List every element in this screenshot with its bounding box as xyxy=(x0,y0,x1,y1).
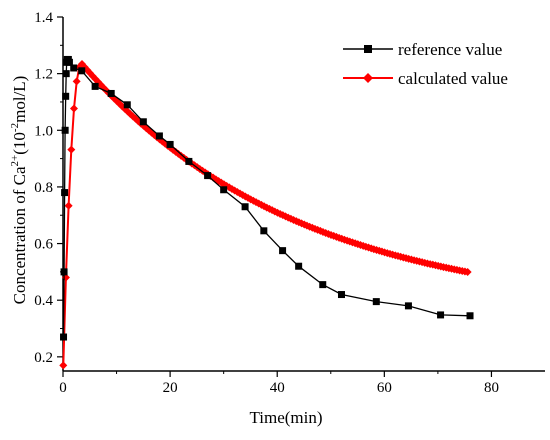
reference-value-point xyxy=(78,67,86,75)
reference-value-point xyxy=(62,92,70,100)
legend-label-reference: reference value xyxy=(398,40,502,59)
x-axis-ticks: 0 20 40 60 80 xyxy=(59,371,499,396)
calculated-value-point xyxy=(249,196,258,205)
x-tick-label: 40 xyxy=(270,380,285,396)
reference-value-point xyxy=(204,172,212,180)
x-tick-label: 0 xyxy=(59,380,67,396)
reference-value-point xyxy=(60,333,68,341)
reference-value-point xyxy=(295,262,303,270)
reference-value-point xyxy=(279,247,287,255)
y-tick-label: 1.0 xyxy=(34,123,53,139)
y-tick-label: 1.2 xyxy=(34,67,53,83)
reference-value-point xyxy=(70,64,78,72)
reference-value-point xyxy=(61,126,69,134)
y-tick-label: 0.2 xyxy=(34,350,53,366)
reference-value-point xyxy=(372,298,380,306)
reference-value-point xyxy=(91,82,99,90)
reference-value-point xyxy=(62,70,70,78)
y-tick-label: 0.4 xyxy=(34,293,53,309)
y-axis-ticks: 0.2 0.4 0.6 0.8 1.0 1.2 1.4 xyxy=(34,10,63,366)
reference-value-point xyxy=(107,89,115,97)
x-axis-label: Time(min) xyxy=(249,408,322,427)
reference-value-point xyxy=(185,157,193,165)
reference-value-point xyxy=(337,291,345,299)
reference-value-point xyxy=(65,58,73,66)
legend-entry-reference: reference value xyxy=(343,40,502,59)
x-tick-label: 20 xyxy=(163,380,178,396)
reference-value-point xyxy=(155,132,163,140)
reference-value-point xyxy=(139,118,147,126)
x-tick-label: 80 xyxy=(484,380,499,396)
reference-value-line xyxy=(62,58,471,338)
reference-value-point xyxy=(61,189,69,197)
calculated-value-point xyxy=(69,104,78,113)
reference-value-point xyxy=(466,312,474,320)
reference-value-point xyxy=(319,281,327,289)
calculated-value-point xyxy=(67,145,76,154)
reference-value-point xyxy=(60,268,68,276)
calculated-value-point xyxy=(120,104,129,113)
y-axis-label: Concentration of Ca2+(10-2mol/L) xyxy=(9,76,29,305)
reference-value-point xyxy=(404,302,412,310)
y-tick-label: 1.4 xyxy=(34,10,53,26)
legend-entry-calculated: calculated value xyxy=(343,69,508,88)
calculated-value-point xyxy=(64,201,73,210)
reference-value-point xyxy=(123,101,131,109)
calculated-value-point xyxy=(463,268,472,277)
reference-value-point xyxy=(260,227,268,235)
legend-label-calculated: calculated value xyxy=(398,69,508,88)
legend: reference value calculated value xyxy=(343,40,508,88)
y-tick-label: 0.6 xyxy=(34,237,53,253)
series-layer xyxy=(59,55,474,370)
x-tick-label: 60 xyxy=(377,380,392,396)
calculated-value-point xyxy=(72,77,81,86)
calculated-value-point xyxy=(59,361,68,370)
reference-value-point xyxy=(166,140,174,148)
reference-value-point xyxy=(241,203,249,211)
reference-value-point xyxy=(220,186,228,194)
reference-value-point xyxy=(437,311,445,319)
y-tick-label: 0.8 xyxy=(34,180,53,196)
